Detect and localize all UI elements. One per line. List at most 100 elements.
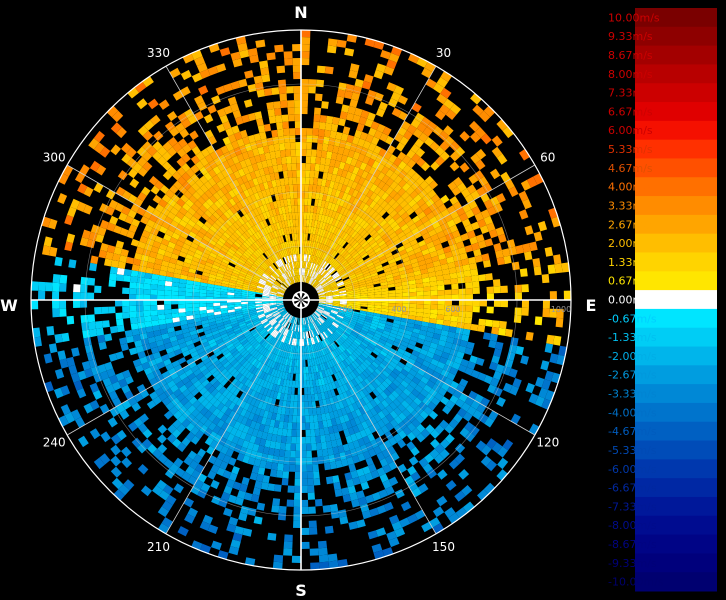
velocity-cell xyxy=(301,485,308,493)
velocity-cell xyxy=(260,254,267,261)
velocity-cell xyxy=(363,337,372,343)
velocity-cell xyxy=(214,316,223,322)
velocity-cell xyxy=(259,237,266,245)
velocity-cell xyxy=(230,224,238,232)
velocity-cell xyxy=(246,248,253,256)
velocity-cell xyxy=(221,335,230,342)
velocity-cell xyxy=(231,349,239,357)
velocity-cell xyxy=(346,365,353,373)
velocity-cell xyxy=(116,127,127,139)
velocity-cell xyxy=(365,149,374,158)
velocity-cell xyxy=(289,359,293,367)
velocity-cell xyxy=(402,307,410,312)
velocity-cell xyxy=(356,374,364,383)
velocity-cell xyxy=(345,420,353,429)
velocity-cell xyxy=(196,383,205,392)
velocity-cell xyxy=(437,203,447,213)
velocity-cell xyxy=(317,242,322,251)
velocity-cell xyxy=(317,318,324,324)
velocity-cell xyxy=(66,233,76,244)
velocity-cell xyxy=(274,108,282,116)
velocity-cell xyxy=(339,293,347,296)
velocity-cell xyxy=(291,345,295,353)
velocity-cell xyxy=(321,340,326,348)
velocity-cell xyxy=(271,238,277,247)
velocity-cell xyxy=(359,310,367,314)
velocity-cell xyxy=(365,259,373,266)
velocity-cell xyxy=(357,453,366,462)
velocity-cell xyxy=(378,489,388,499)
velocity-cell xyxy=(180,247,189,254)
velocity-cell xyxy=(407,513,418,524)
velocity-cell xyxy=(149,341,158,349)
velocity-cell xyxy=(385,321,394,327)
velocity-cell xyxy=(392,271,400,277)
velocity-cell xyxy=(410,446,420,457)
velocity-cell xyxy=(416,338,425,345)
velocity-cell xyxy=(495,364,505,374)
velocity-cell xyxy=(265,210,271,219)
velocity-cell xyxy=(316,220,321,229)
velocity-cell xyxy=(459,339,468,348)
velocity-cell xyxy=(141,230,151,239)
velocity-cell xyxy=(255,334,262,341)
velocity-cell xyxy=(262,261,269,268)
velocity-cell xyxy=(163,458,174,469)
velocity-cell xyxy=(131,328,140,336)
velocity-cell xyxy=(167,166,177,176)
velocity-cell xyxy=(365,172,373,182)
velocity-cell xyxy=(313,170,320,179)
velocity-cell xyxy=(256,214,263,223)
velocity-cell xyxy=(525,382,535,394)
velocity-cell xyxy=(220,177,229,187)
velocity-cell xyxy=(316,288,324,293)
velocity-cell xyxy=(495,341,504,351)
velocity-cell xyxy=(537,220,548,232)
velocity-cell xyxy=(320,279,327,285)
velocity-cell xyxy=(159,270,167,277)
velocity-cell xyxy=(359,343,367,350)
velocity-cell xyxy=(236,153,245,163)
velocity-cell xyxy=(199,166,209,176)
velocity-cell xyxy=(465,294,473,300)
velocity-cell xyxy=(252,263,260,269)
velocity-cell xyxy=(232,187,240,196)
velocity-cell xyxy=(326,151,333,160)
velocity-cell xyxy=(294,121,301,129)
velocity-cell xyxy=(313,421,320,430)
velocity-cell xyxy=(370,121,380,131)
velocity-cell xyxy=(222,277,230,283)
velocity-cell xyxy=(324,272,330,279)
velocity-cell xyxy=(462,411,473,422)
velocity-cell xyxy=(441,351,450,360)
velocity-cell xyxy=(181,118,192,129)
velocity-cell xyxy=(266,159,273,168)
velocity-cell xyxy=(253,376,260,384)
velocity-cell xyxy=(353,416,362,426)
velocity-cell xyxy=(321,355,327,363)
velocity-cell xyxy=(277,428,283,436)
velocity-cell xyxy=(279,142,286,151)
velocity-cell xyxy=(304,198,309,206)
velocity-cell xyxy=(330,203,336,211)
velocity-cell xyxy=(271,329,277,337)
velocity-cell xyxy=(372,388,381,397)
velocity-cell xyxy=(239,49,250,59)
velocity-cell xyxy=(358,314,366,319)
velocity-cell xyxy=(233,170,241,179)
velocity-cell xyxy=(212,261,221,267)
velocity-cell xyxy=(228,457,237,466)
velocity-cell xyxy=(250,141,258,150)
velocity-cell xyxy=(247,164,255,173)
velocity-cell xyxy=(318,297,326,299)
velocity-cell xyxy=(414,372,424,381)
velocity-cell xyxy=(413,194,422,203)
velocity-cell xyxy=(121,457,132,469)
velocity-cell xyxy=(336,39,347,48)
velocity-cell xyxy=(336,265,343,272)
velocity-cell xyxy=(222,469,232,479)
velocity-cell xyxy=(459,378,469,388)
velocity-cell xyxy=(438,356,448,365)
velocity-cell xyxy=(410,181,420,191)
colorbar-swatch xyxy=(635,196,717,216)
